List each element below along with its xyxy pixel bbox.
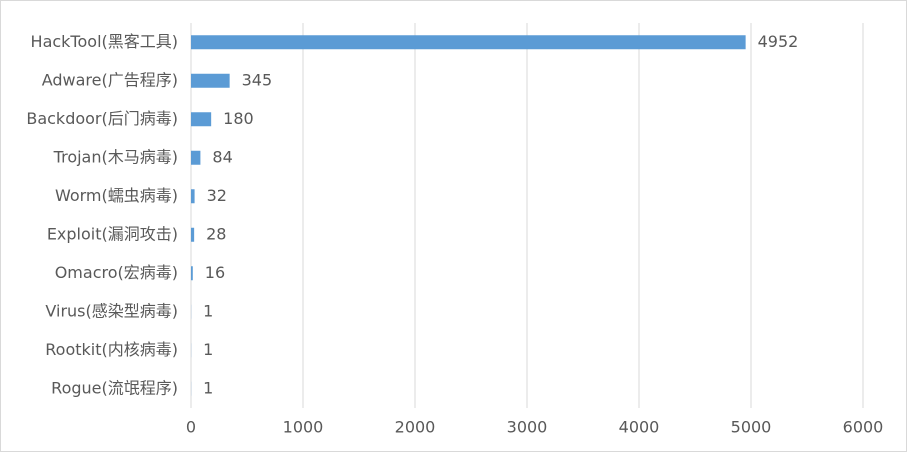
bar [191, 227, 195, 242]
x-tick-label: 1000 [283, 418, 324, 437]
bar [191, 73, 230, 88]
x-tick-label: 5000 [731, 418, 772, 437]
bar [191, 150, 201, 165]
x-tick-label: 0 [186, 418, 196, 437]
data-label: 1 [203, 301, 213, 320]
bar [191, 189, 195, 204]
y-tick-label: Virus(感染型病毒) [45, 301, 178, 320]
data-label: 16 [205, 263, 225, 282]
bar [191, 35, 746, 50]
y-tick-label: Rogue(流氓程序) [51, 378, 178, 397]
y-tick-label: Adware(广告程序) [42, 70, 178, 89]
y-tick-label: HackTool(黑客工具) [31, 32, 178, 51]
x-tick-label: 2000 [395, 418, 436, 437]
y-tick-label: Trojan(木马病毒) [53, 147, 178, 166]
y-tick-label: Rootkit(内核病毒) [45, 340, 178, 359]
data-label: 28 [206, 224, 226, 243]
x-tick-label: 6000 [843, 418, 884, 437]
data-label: 1 [203, 340, 213, 359]
x-tick-label: 4000 [619, 418, 660, 437]
data-label: 1 [203, 378, 213, 397]
data-label: 345 [242, 70, 273, 89]
y-tick-label: Exploit(漏洞攻击) [47, 224, 178, 243]
x-tick-label: 3000 [507, 418, 548, 437]
data-label: 4952 [758, 32, 799, 51]
data-label: 84 [212, 147, 232, 166]
y-tick-label: Omacro(宏病毒) [55, 263, 178, 282]
bar [191, 112, 212, 127]
y-tick-label: Worm(蠕虫病毒) [55, 186, 178, 205]
y-tick-label: Backdoor(后门病毒) [26, 109, 178, 128]
bar [191, 266, 193, 281]
data-label: 180 [223, 109, 254, 128]
data-label: 32 [207, 186, 227, 205]
